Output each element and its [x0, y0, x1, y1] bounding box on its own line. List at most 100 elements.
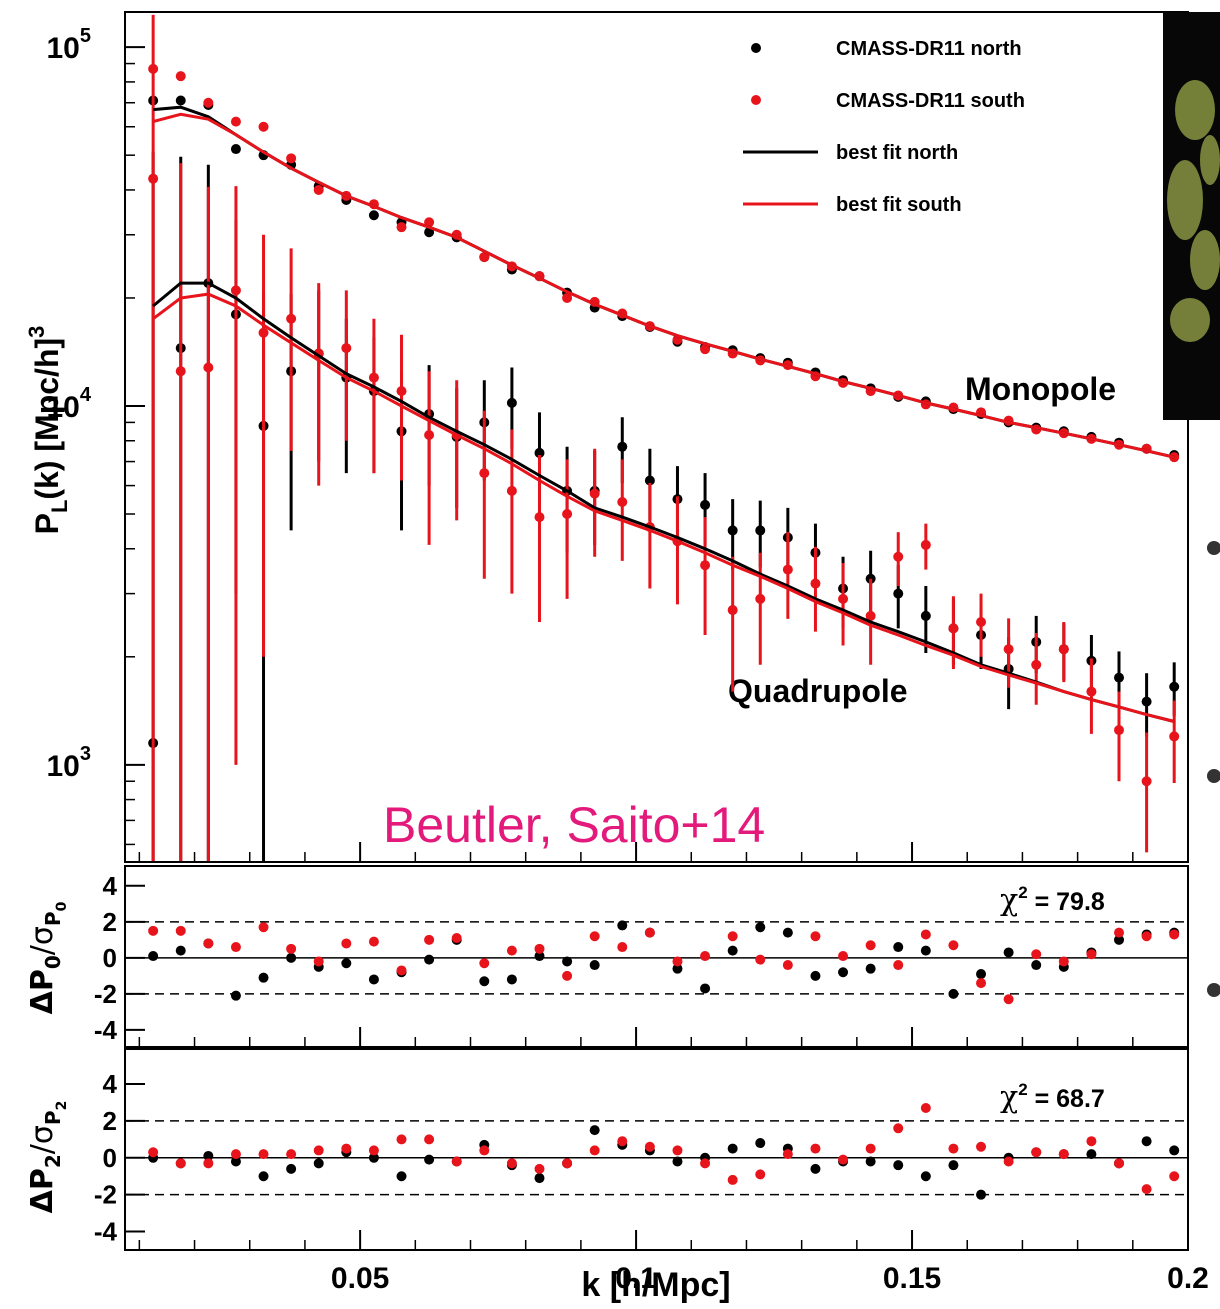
data-point: [286, 1149, 297, 1160]
data-point: [865, 963, 876, 974]
legend-swatch: [751, 43, 761, 53]
data-point: [1141, 1184, 1152, 1195]
data-point: [230, 1156, 241, 1167]
data-point: [617, 1136, 628, 1147]
fit-line: [152, 292, 1175, 723]
label-part: ΔP: [25, 1168, 60, 1213]
annotation: Quadrupole: [728, 673, 908, 709]
data-point: [1058, 1149, 1069, 1160]
data-point: [1169, 1145, 1180, 1156]
data-point: [562, 1158, 573, 1169]
data-point: [479, 1145, 490, 1156]
label-part: χ: [1000, 1080, 1018, 1115]
data-point: [948, 623, 959, 634]
data-point: [1114, 725, 1125, 736]
y-tick-label: -2: [94, 979, 117, 1009]
data-point: [727, 525, 738, 536]
data-point: [920, 539, 931, 550]
y-axis-label: PL(k) [Mpc/h]3: [24, 326, 72, 535]
data-point: [976, 1189, 987, 1200]
data-point: [368, 372, 379, 383]
data-point: [976, 978, 987, 989]
data-point: [838, 593, 849, 604]
data-point: [1086, 1136, 1097, 1147]
data-point: [424, 1134, 435, 1145]
data-point: [700, 560, 711, 571]
data-point: [286, 313, 297, 324]
data-point: [396, 1171, 407, 1182]
data-point: [727, 945, 738, 956]
data-point: [230, 942, 241, 953]
x-tick-label: 0.2: [1167, 1262, 1209, 1295]
data-point: [810, 931, 821, 942]
data-point: [203, 938, 214, 949]
label-part: χ: [1000, 883, 1018, 918]
label-part: P: [29, 513, 65, 534]
data-point: [424, 430, 435, 441]
data-point: [506, 945, 517, 956]
data-point: [617, 497, 628, 508]
data-point: [562, 970, 573, 981]
data-point: [700, 344, 711, 355]
y-tick-label: 4: [103, 1069, 118, 1099]
data-point: [258, 972, 269, 983]
y-tick-label: -4: [94, 1217, 118, 1247]
y-tick-label: 0: [103, 943, 117, 973]
data-point: [1169, 731, 1180, 742]
data-point: [1141, 931, 1152, 942]
data-point: [672, 963, 683, 974]
data-point: [230, 144, 241, 155]
data-point: [1169, 1171, 1180, 1182]
data-point: [1086, 1149, 1097, 1160]
label-part: 2: [1018, 883, 1027, 902]
data-point: [203, 97, 214, 108]
data-point: [589, 488, 600, 499]
data-point: [700, 499, 711, 510]
label-part: ΔP: [25, 969, 60, 1014]
legend-label: best fit south: [836, 194, 962, 216]
data-point: [948, 1143, 959, 1154]
data-point: [700, 1158, 711, 1169]
data-point: [479, 976, 490, 987]
data-point: [865, 1143, 876, 1154]
data-point: [230, 285, 241, 296]
data-point: [341, 343, 352, 354]
y-tick-label: 104: [47, 384, 92, 424]
y-tick-label: 105: [47, 25, 92, 65]
data-point: [1003, 994, 1014, 1005]
data-point: [175, 1158, 186, 1169]
data-point: [727, 931, 738, 942]
data-point: [1031, 659, 1042, 670]
y-tick-label: 2: [103, 907, 117, 937]
data-point: [1141, 1136, 1152, 1147]
data-point: [755, 1138, 766, 1149]
data-point: [396, 386, 407, 397]
data-point: [341, 1143, 352, 1154]
data-point: [506, 397, 517, 408]
label-part: 2: [41, 1154, 65, 1168]
data-point: [672, 1145, 683, 1156]
label-part: P: [41, 911, 65, 926]
data-point: [341, 958, 352, 969]
data-point: [506, 974, 517, 985]
data-point: [782, 927, 793, 938]
data-point: [396, 965, 407, 976]
legend-label: CMASS-DR11 south: [836, 90, 1025, 112]
data-point: [810, 970, 821, 981]
data-point: [589, 1125, 600, 1136]
legend-label: best fit north: [836, 142, 958, 164]
label-part: /σ: [25, 1125, 60, 1154]
annotation: Monopole: [965, 371, 1116, 407]
annotation: Beutler, Saito+14: [383, 797, 765, 853]
data-point: [313, 956, 324, 967]
label-part: 0: [41, 955, 65, 969]
label-part: (k) [Mpc/h]: [29, 338, 65, 500]
data-point: [1141, 776, 1152, 787]
plot-area: [148, 14, 1180, 862]
data-point: [810, 1163, 821, 1174]
data-point: [589, 960, 600, 971]
data-point: [920, 610, 931, 621]
data-point: [286, 1163, 297, 1174]
y-axis-label: ΔP0/σP0: [25, 901, 70, 1014]
frame: [124, 11, 1189, 863]
